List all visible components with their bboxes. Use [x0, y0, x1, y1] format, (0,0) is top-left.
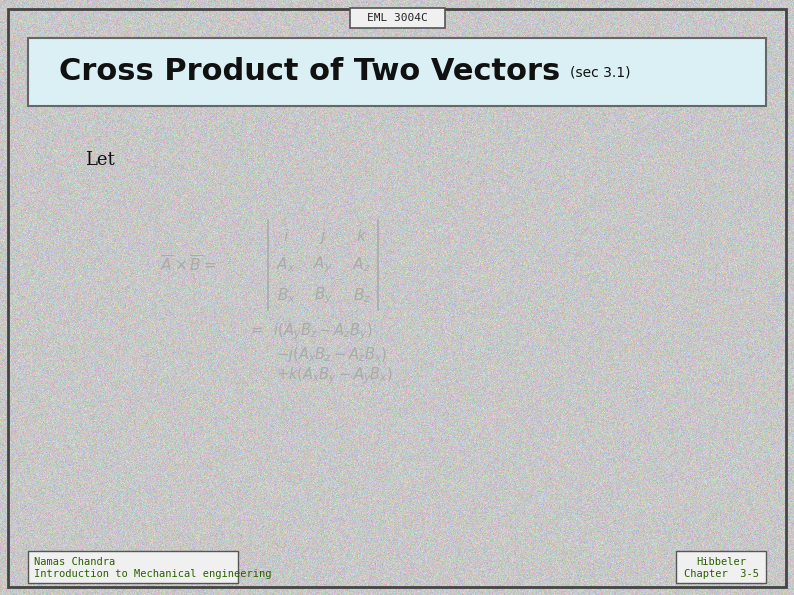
Text: Hibbeler: Hibbeler [696, 556, 746, 566]
Text: $+ k(A_x B_y - A_y B_x)$: $+ k(A_x B_y - A_y B_x)$ [276, 366, 393, 386]
Text: $B_y$: $B_y$ [314, 285, 333, 306]
FancyBboxPatch shape [28, 551, 238, 583]
Text: $i$: $i$ [283, 228, 289, 244]
Text: Let: Let [85, 151, 115, 169]
Text: $k$: $k$ [357, 228, 368, 244]
Text: EML 3004C: EML 3004C [367, 13, 427, 23]
Text: $A_y$: $A_y$ [313, 255, 333, 275]
Text: Chapter  3-5: Chapter 3-5 [684, 569, 758, 579]
FancyBboxPatch shape [28, 38, 766, 106]
Text: Introduction to Mechanical engineering: Introduction to Mechanical engineering [34, 569, 272, 579]
Text: $B_z$: $B_z$ [353, 286, 371, 305]
Text: $A_z$: $A_z$ [353, 256, 372, 274]
Text: $A_x$: $A_x$ [276, 256, 296, 274]
Text: Namas Chandra: Namas Chandra [34, 556, 115, 566]
FancyBboxPatch shape [349, 8, 445, 28]
Text: $\overline{A} \times \overline{B} =$: $\overline{A} \times \overline{B} =$ [160, 255, 217, 275]
Text: $B_x$: $B_x$ [276, 286, 295, 305]
Text: (sec 3.1): (sec 3.1) [570, 66, 630, 80]
Text: Cross Product of Two Vectors: Cross Product of Two Vectors [60, 58, 561, 86]
FancyBboxPatch shape [676, 551, 766, 583]
Text: $= \;\; i(A_y B_z - A_z B_y)$: $= \;\; i(A_y B_z - A_z B_y)$ [248, 322, 372, 342]
Text: $- j(A_x B_z - A_z B_x)$: $- j(A_x B_z - A_z B_x)$ [276, 345, 387, 364]
Text: $j$: $j$ [319, 227, 327, 246]
